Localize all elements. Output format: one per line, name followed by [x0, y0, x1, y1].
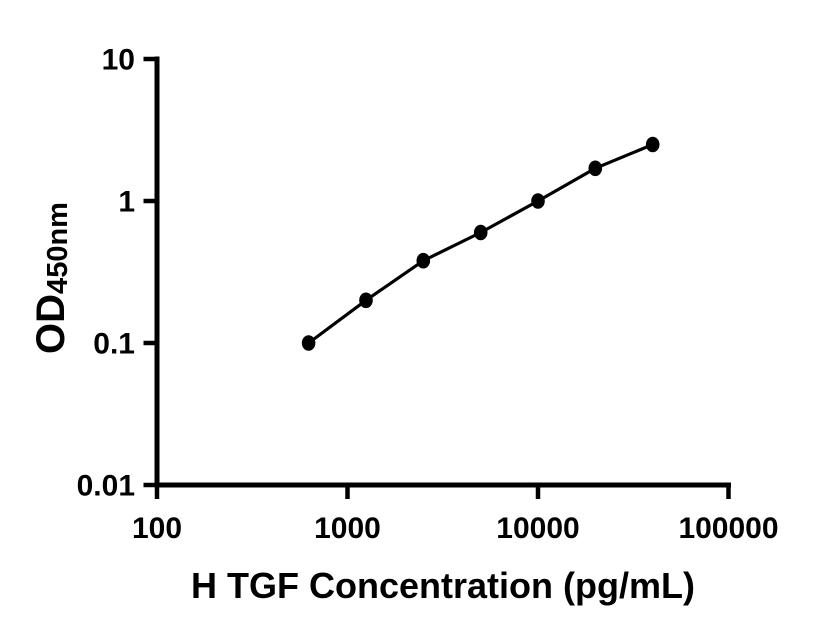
- standard-curve-line: [307, 143, 654, 345]
- x-tick-label: 1000: [314, 512, 381, 545]
- y-axis-title-main: OD: [29, 294, 73, 354]
- axes-layer: 100 1000 10000 100000 0.01 0.1 1 10: [77, 44, 779, 546]
- x-tick-label: 100: [132, 512, 182, 545]
- data-point-marker: [301, 335, 316, 351]
- y-axis-title: OD450nm: [29, 202, 74, 354]
- data-point-marker: [359, 292, 373, 309]
- data-series-layer: [301, 136, 660, 351]
- y-tick-label: 1: [118, 186, 135, 219]
- y-axis-title-subscript: 450nm: [42, 202, 74, 294]
- data-point-marker: [531, 193, 545, 209]
- y-tick-label: 0.1: [93, 328, 135, 361]
- data-point-marker: [416, 252, 431, 269]
- y-tick-label: 10: [102, 44, 135, 77]
- data-point-marker: [645, 136, 660, 153]
- x-tick-label: 10000: [496, 512, 579, 545]
- x-tick-label: 100000: [678, 512, 778, 545]
- data-point-marker: [473, 224, 488, 241]
- data-point-marker: [588, 160, 603, 177]
- y-tick-label: 0.01: [77, 470, 135, 503]
- x-axis-title: H TGF Concentration (pg/mL): [191, 565, 695, 606]
